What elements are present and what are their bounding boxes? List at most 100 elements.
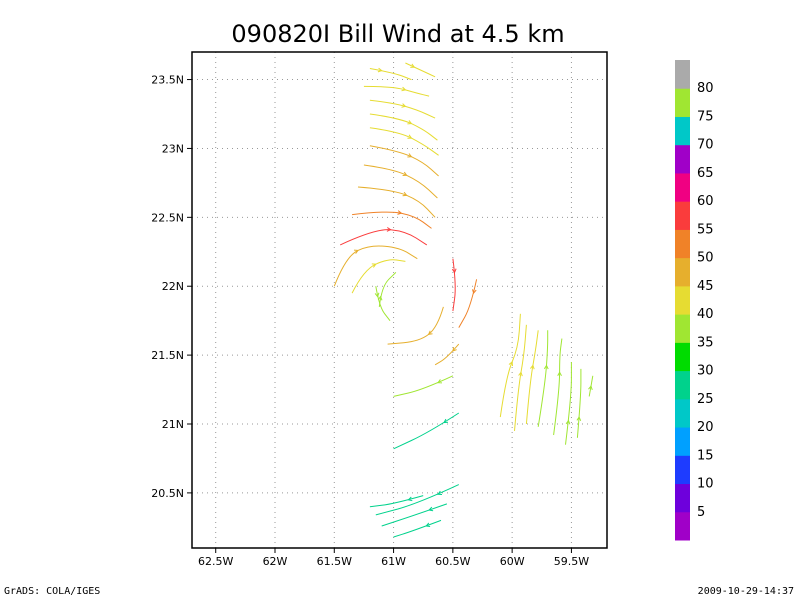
streamline (525, 330, 539, 425)
y-tick-label: 22.5N (151, 211, 184, 224)
streamline (458, 279, 478, 328)
colorbar-swatch (675, 201, 690, 230)
streamline-arrow (407, 153, 413, 158)
y-tick-label: 23N (162, 142, 184, 155)
y-tick-label: 21.5N (151, 349, 184, 362)
colorbar-label: 50 (697, 251, 714, 266)
colorbar-swatch (675, 427, 690, 456)
streamline (369, 68, 412, 81)
y-tick-label: 22N (162, 280, 184, 293)
x-tick-label: 61W (381, 555, 406, 568)
streamline-arrow (452, 346, 457, 352)
streamline (393, 412, 460, 450)
streamline-arrow (508, 361, 513, 367)
colorbar-swatch (675, 172, 690, 202)
streamline (369, 127, 439, 156)
streamline-arrow (518, 371, 523, 377)
streamline (375, 484, 460, 516)
streamline (537, 330, 549, 427)
x-tick-label: 62.5W (198, 555, 233, 568)
colorbar-label: 15 (697, 448, 714, 463)
y-tick-label: 23.5N (151, 74, 184, 87)
x-tick-label: 59.5W (554, 555, 589, 568)
colorbar-swatch (675, 60, 690, 89)
y-tick-label: 20.5N (151, 487, 184, 500)
streamline-arrow (386, 227, 392, 232)
colorbar-label: 25 (697, 392, 714, 407)
colorbar: 5 10 15 20 25 30 35 40 45 50 55 60 65 70 75 80 (675, 60, 714, 541)
streamline (363, 85, 430, 97)
streamline (393, 519, 442, 538)
streamline (452, 258, 456, 312)
colorbar-swatch (675, 483, 690, 513)
streamline (369, 113, 438, 141)
colorbar-label: 40 (697, 307, 714, 322)
streamline (369, 145, 439, 177)
streamline-arrow (451, 268, 457, 274)
colorbar-swatch (675, 285, 690, 315)
colorbar-label: 70 (697, 138, 714, 153)
streamline-arrow (565, 419, 571, 425)
streamline-arrow (530, 364, 535, 370)
streamline-arrow (377, 67, 383, 73)
streamline (352, 211, 432, 229)
colorbar-label: 5 (697, 505, 705, 520)
x-tick-label: 60.5W (435, 555, 470, 568)
streamline-arrow (401, 103, 407, 108)
streamline (375, 286, 391, 322)
streamline-arrow (407, 496, 413, 502)
streamline (393, 375, 454, 397)
colorbar-swatch (675, 116, 690, 146)
streamline-arrow (543, 364, 549, 370)
streamline-arrow (397, 210, 403, 215)
streamline-arrow (401, 86, 407, 92)
x-tick-label: 61.5W (317, 555, 352, 568)
x-tick-label: 62W (263, 555, 288, 568)
streamline-arrow (576, 416, 582, 421)
chart-title: 090820I Bill Wind at 4.5 km (231, 20, 564, 48)
streamline (514, 324, 527, 431)
x-tick-label: 60W (500, 555, 525, 568)
streamline-arrow (557, 371, 562, 377)
colorbar-swatch (675, 88, 690, 117)
colorbar-swatch (675, 398, 690, 428)
streamline-arrow (427, 330, 433, 336)
streamline (351, 259, 406, 294)
colorbar-swatch (675, 257, 690, 287)
streamline-arrow (402, 191, 408, 197)
streamline-arrow (437, 490, 443, 495)
colorbar-label: 75 (697, 110, 714, 125)
streamline-arrow (588, 385, 593, 391)
footer-timestamp: 2009-10-29-14:37 (697, 586, 794, 597)
streamline-arrow (425, 522, 431, 527)
colorbar-label: 45 (697, 279, 714, 294)
colorbar-swatch (675, 314, 690, 343)
colorbar-label: 10 (697, 477, 714, 492)
streamline-arrow (428, 506, 434, 512)
colorbar-label: 65 (697, 166, 714, 181)
colorbar-swatch (675, 455, 690, 485)
streamline-arrow (353, 249, 359, 254)
streamline (369, 495, 424, 508)
colorbar-swatch (675, 144, 690, 174)
streamline-arrow (407, 134, 413, 139)
streamline-arrow (371, 263, 377, 268)
colorbar-label: 20 (697, 420, 714, 435)
streamline (339, 229, 428, 246)
y-axis-ticks: 23.5N 23N 22.5N 22N 21.5N 21N 20.5N (151, 74, 192, 500)
streamline (381, 503, 448, 527)
colorbar-label: 35 (697, 335, 714, 350)
colorbar-swatch (675, 370, 690, 400)
streamline-arrow (437, 379, 443, 384)
streamline-arrow (410, 63, 416, 68)
streamline-arrow (443, 418, 449, 424)
streamlines (333, 62, 594, 538)
streamline-arrow (374, 292, 380, 298)
streamline (565, 362, 572, 445)
colorbar-swatch (675, 511, 690, 541)
streamline (387, 306, 444, 345)
colorbar-swatch (675, 229, 690, 259)
grid-lines (192, 52, 607, 548)
plot-frame (191, 51, 608, 549)
